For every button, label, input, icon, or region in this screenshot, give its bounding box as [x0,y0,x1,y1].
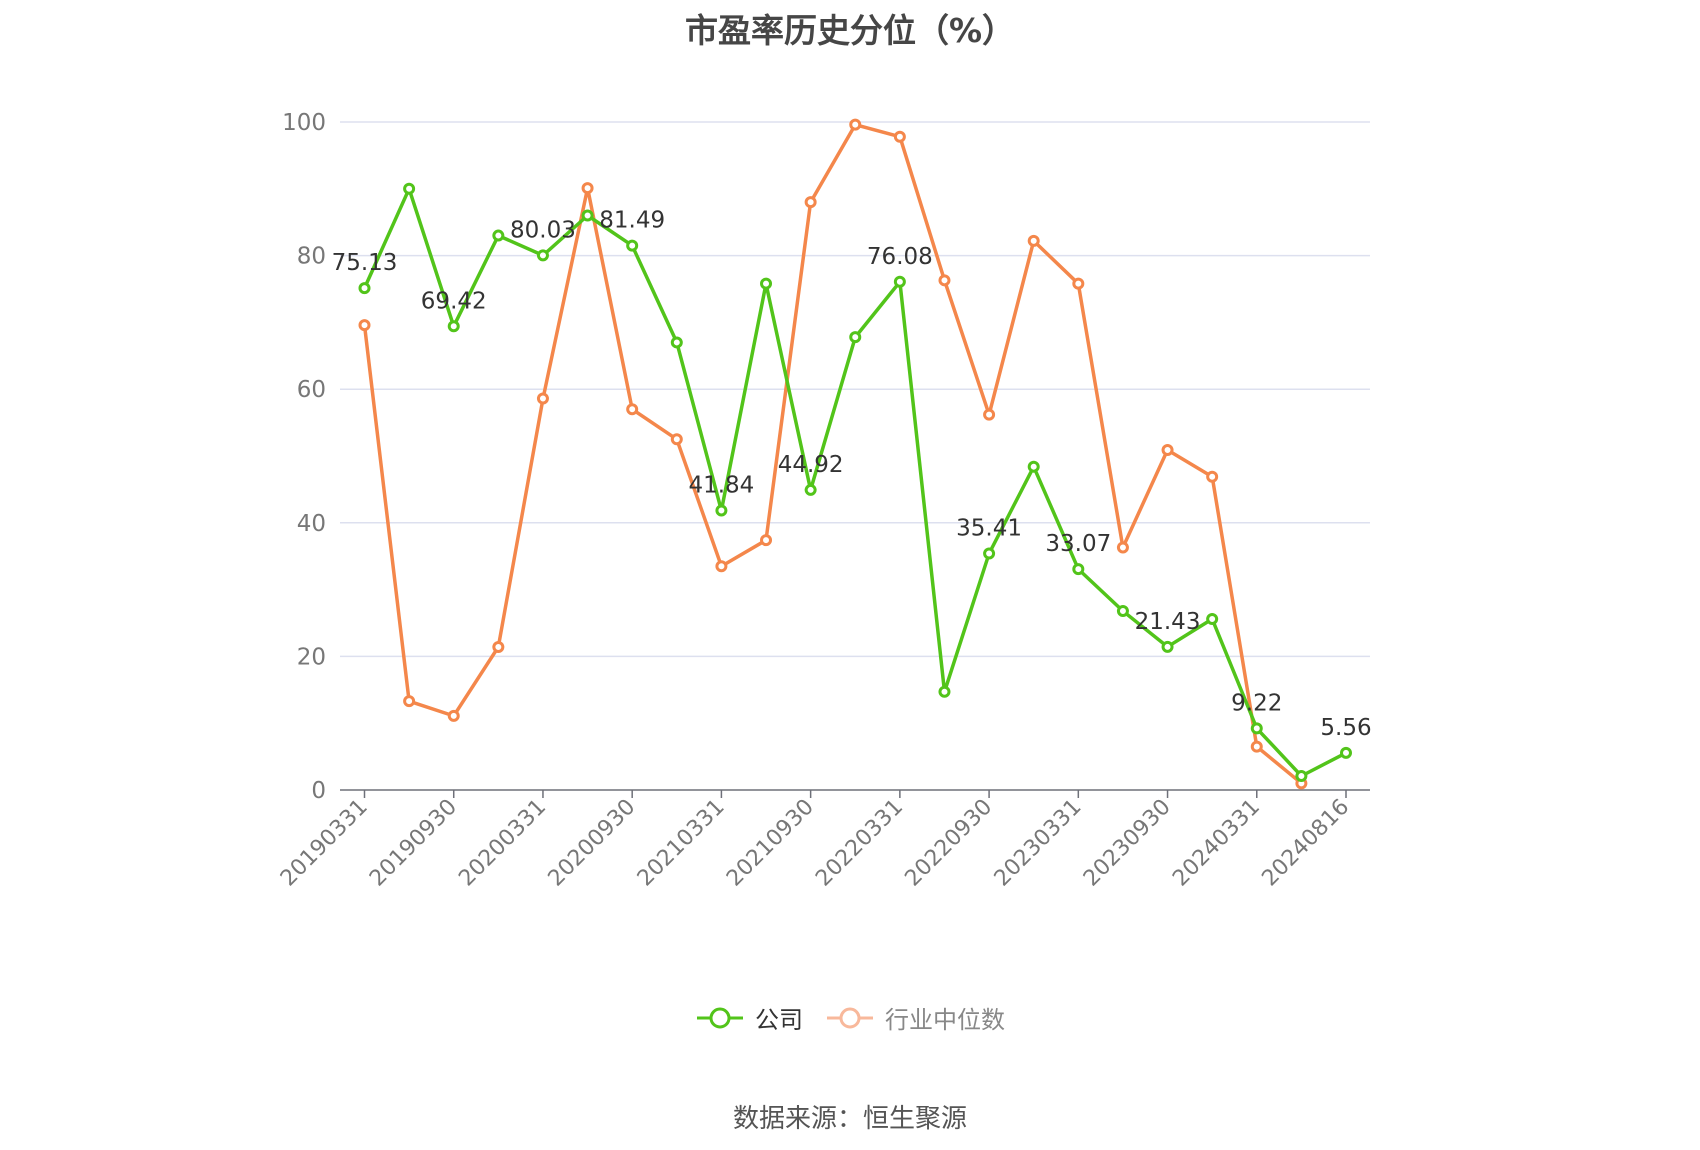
data-point-industry [1206,470,1219,483]
data-point-company [358,282,371,295]
data-label: 9.22 [1231,690,1282,716]
data-point-industry [358,319,371,332]
legend: 公司 行业中位数 [0,1000,1700,1035]
data-point-company [626,239,639,252]
data-point-industry [626,403,639,416]
data-point-company [447,320,460,333]
data-point-company [581,209,594,222]
data-point-company [492,229,505,242]
data-point-company [804,483,817,496]
y-tick-label: 60 [297,377,326,403]
x-tick-label: 20240331 [1168,795,1265,892]
data-point-company [670,336,683,349]
x-tick-label: 20200930 [544,795,641,892]
data-source: 数据来源：恒生聚源 [732,1104,967,1134]
data-point-industry [1250,740,1263,753]
legend-item-company[interactable]: 公司 [695,1000,803,1035]
data-labels: 75.13 69.42 80.03 81.49 41.84 44.92 76.08 35.41… [332,208,1372,741]
data-point-company [1072,563,1085,576]
x-tick-label: 20210331 [633,795,730,892]
x-tick-label: 20190930 [365,795,462,892]
data-point-company [403,182,416,195]
data-point-company [1250,722,1263,735]
x-tick-label: 20230331 [990,795,1087,892]
data-point-industry [893,130,906,143]
data-label: 76.08 [867,244,933,270]
data-point-company [1340,746,1352,759]
legend-item-industry[interactable]: 行业中位数 [825,1000,1005,1035]
data-point-industry [1027,234,1040,247]
data-point-industry [983,408,996,421]
data-label: 80.03 [510,217,576,243]
data-point-industry [849,118,862,131]
data-label: 35.41 [956,515,1022,541]
data-point-industry [938,274,951,287]
data-label: 44.92 [778,452,844,478]
chart-title: 市盈率历史分位（%） [684,11,1016,50]
grid-lines [340,121,1370,658]
data-point-company [1161,640,1174,653]
legend-label-company: 公司 [755,1006,803,1034]
x-tick-label: 20190331 [276,795,373,892]
data-point-industry [447,709,460,722]
data-label: 33.07 [1045,531,1111,557]
data-label: 41.84 [688,473,754,499]
data-point-industry [760,534,773,547]
x-tick-label: 20240816 [1257,795,1354,892]
data-point-industry [536,392,549,405]
data-points [358,118,1352,790]
x-tick-label: 20220331 [811,795,908,892]
data-label: 5.56 [1320,715,1371,741]
data-point-company [1206,612,1219,625]
x-tick-label: 20210930 [722,795,819,892]
data-label: 21.43 [1135,609,1201,635]
legend-line-circle-icon [697,1007,743,1028]
data-label: 69.42 [421,288,487,314]
data-point-industry [1161,443,1174,456]
data-point-company [983,547,996,560]
series-line-company [362,187,1347,778]
data-point-industry [492,641,505,654]
data-point-company [536,249,549,262]
data-point-industry [581,182,594,195]
y-tick-label: 20 [297,644,326,670]
data-point-company [938,685,951,698]
data-label: 75.13 [332,250,398,276]
data-point-company [1027,460,1040,473]
data-point-industry [670,433,683,446]
data-point-industry [1116,541,1129,554]
legend-label-industry: 行业中位数 [885,1006,1005,1034]
data-point-company [1116,604,1129,617]
data-point-industry [715,560,728,573]
x-tick-label: 20220930 [900,795,997,892]
data-point-company [715,504,728,517]
data-point-company [1295,769,1308,782]
y-tick-label: 100 [282,110,326,136]
x-tick-label: 20200331 [454,795,551,892]
y-tick-label: 0 [311,778,326,804]
data-point-company [760,277,773,290]
x-tick-label: 20230930 [1079,795,1176,892]
legend-line-circle-icon [827,1007,873,1028]
data-point-industry [1072,277,1085,290]
data-point-industry [403,695,416,708]
data-point-company [893,275,906,288]
y-tick-label: 40 [297,511,326,537]
series-line-industry [362,122,1303,785]
data-point-company [849,331,862,344]
axes: 0 20 40 60 80 100 2019033120190930202003312020… [276,110,1370,891]
data-point-industry [804,196,817,209]
y-tick-label: 80 [297,244,326,270]
data-label: 81.49 [599,208,665,234]
